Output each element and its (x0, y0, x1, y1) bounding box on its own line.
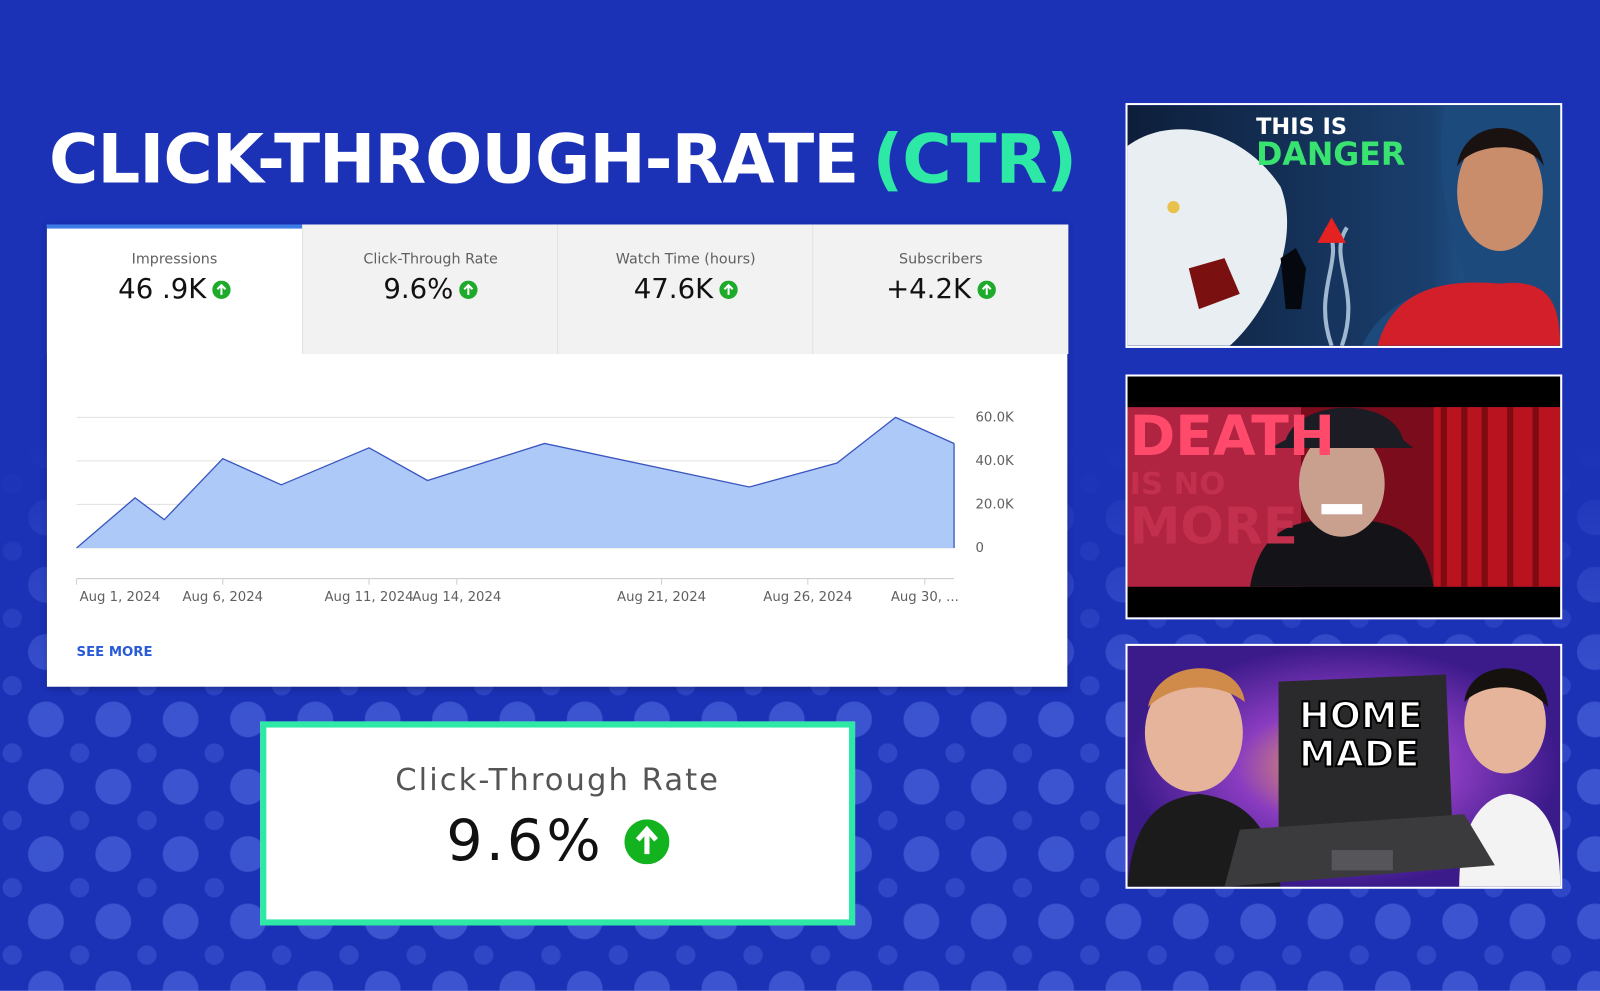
title-text: CLICK-THROUGH-RATE (48, 120, 859, 199)
y-tick-label: 40.0K (976, 454, 1015, 469)
metric-tab[interactable]: Subscribers +4.2K (812, 224, 1069, 355)
title-accent: (CTR) (872, 120, 1077, 199)
see-more-link[interactable]: SEE MORE (76, 644, 153, 661)
chart: 0 20.0K 40.0K 60.0K Aug 1, 2024 Aug 6, 2024 Au… (76, 410, 1015, 605)
thumbnail-text: DEATH (1130, 404, 1335, 468)
metric-tab[interactable]: Click-Through Rate 9.6% (302, 224, 559, 355)
y-tick-label: 20.0K (976, 497, 1015, 512)
y-tick-label: 60.0K (976, 410, 1015, 425)
thumbnail-text: IS NO (1130, 467, 1226, 502)
metric-tab[interactable]: Impressions 46 .9K (46, 224, 303, 355)
area-fill (76, 417, 955, 548)
area-line (76, 416, 955, 549)
up-icon (459, 280, 478, 299)
y-tick-label: 0 (976, 541, 984, 556)
thumbnail-text: THIS IS (1256, 114, 1347, 140)
thumbnail[interactable]: DEATH IS NO MORE (1125, 374, 1563, 620)
thumbnail-art: THIS IS DANGER (1127, 105, 1561, 346)
x-tick-label: Aug 11, 2024 (324, 590, 413, 605)
metric-label: Impressions (131, 251, 218, 268)
metric-label: Watch Time (hours) (615, 251, 756, 268)
thumbnail-text: MORE (1130, 498, 1298, 557)
x-tick-label: Aug 30, ... (891, 590, 959, 605)
up-icon (977, 280, 996, 299)
metric-label: Subscribers (899, 251, 983, 268)
x-tick-label: Aug 14, 2024 (412, 590, 501, 605)
metric-label: Click-Through Rate (363, 251, 498, 268)
metric-value: +4.2K (886, 273, 972, 306)
x-tick-label: Aug 6, 2024 (182, 590, 263, 605)
thumbnail[interactable]: HOME MADE (1125, 643, 1563, 889)
metric-tab[interactable]: Watch Time (hours) 47.6K (557, 224, 814, 355)
thumbnail-art: HOME MADE (1127, 645, 1561, 887)
thumbnail[interactable]: THIS IS DANGER (1125, 103, 1563, 348)
thumbnail-text: HOME (1299, 694, 1423, 737)
thumbnail-text: MADE (1299, 733, 1420, 776)
analytics-card: Impressions 46 .9K Click-Through Rate 9.… (46, 224, 1069, 687)
metric-value: 9.6% (383, 273, 454, 306)
up-icon (212, 280, 231, 299)
highlight-value: 9.6% (446, 808, 604, 875)
highlight-card: Click-Through Rate 9.6% (260, 721, 856, 926)
title: CLICK-THROUGH-RATE (CTR) (48, 120, 1077, 199)
x-tick-label: Aug 26, 2024 (763, 590, 852, 605)
metric-value: 46 .9K (118, 273, 207, 306)
highlight-label: Click-Through Rate (395, 762, 721, 798)
up-icon (719, 280, 738, 299)
thumbnail-art: DEATH IS NO MORE (1127, 376, 1561, 618)
thumbnail-text: DANGER (1256, 137, 1405, 173)
metric-value: 47.6K (633, 273, 714, 306)
up-icon (624, 818, 670, 864)
x-tick-label: Aug 1, 2024 (80, 590, 161, 605)
x-tick-label: Aug 21, 2024 (617, 590, 706, 605)
